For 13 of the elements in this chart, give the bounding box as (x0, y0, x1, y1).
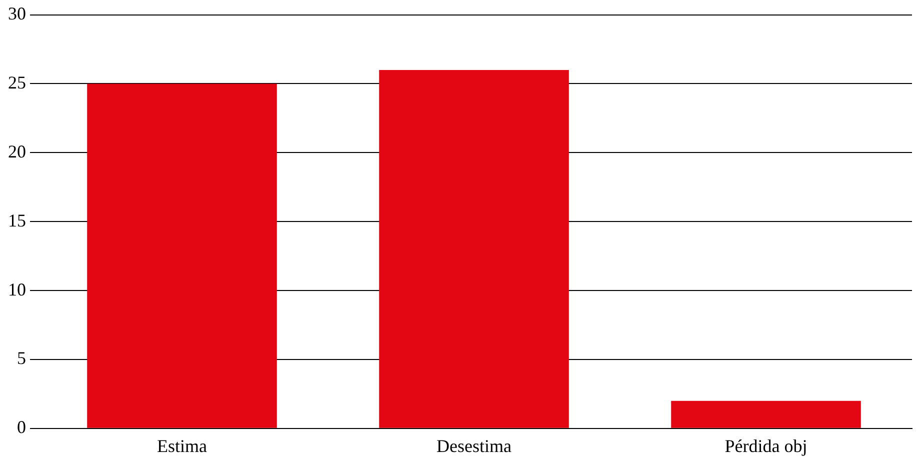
y-tick-label: 25 (8, 72, 26, 92)
bar (87, 84, 277, 428)
y-tick-label: 5 (17, 348, 26, 368)
bar (379, 70, 569, 428)
y-tick-label: 10 (8, 279, 26, 300)
y-tick-label: 30 (8, 4, 26, 24)
y-tick-label: 20 (8, 141, 26, 162)
bar (671, 400, 861, 428)
x-tick-label: Pérdida obj (724, 436, 808, 456)
x-tick-label: Estima (157, 436, 208, 456)
y-tick-label: 15 (8, 210, 26, 230)
y-tick-label: 0 (17, 417, 26, 438)
x-tick-label: Desestima (436, 436, 512, 456)
